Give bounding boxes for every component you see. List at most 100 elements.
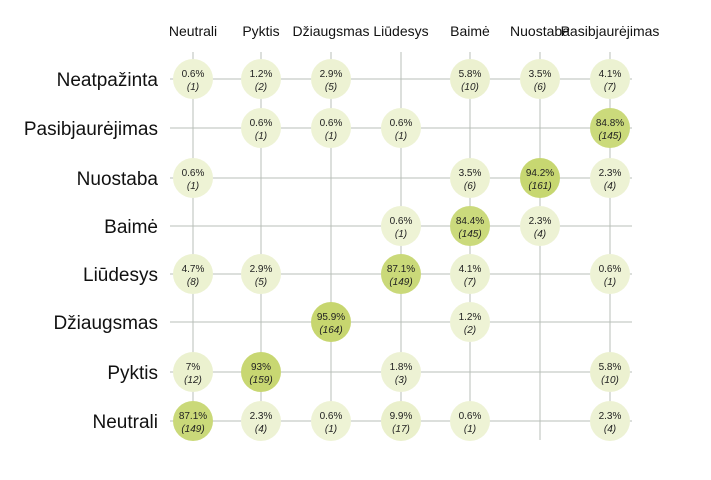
cell-circle <box>381 108 421 148</box>
cell-percent-label: 94.2% <box>526 168 554 179</box>
matrix-cell: 0.6% (1) <box>241 108 281 148</box>
cell-circle <box>590 59 630 99</box>
matrix-cell: 0.6% (1) <box>381 108 421 148</box>
cell-count-label: (3) <box>395 375 407 386</box>
cell-percent-label: 1.2% <box>250 69 273 80</box>
cell-percent-label: 7% <box>186 362 201 373</box>
cell-percent-label: 87.1% <box>387 264 415 275</box>
cell-circle <box>590 108 630 148</box>
row-label: Pyktis <box>107 363 158 384</box>
cell-circle <box>450 254 490 294</box>
matrix-cell: 4.7% (8) <box>173 254 213 294</box>
cell-count-label: (12) <box>184 375 202 386</box>
cell-count-label: (1) <box>395 131 407 142</box>
matrix-cell: 9.9% (17) <box>381 401 421 441</box>
cell-circle <box>450 59 490 99</box>
cell-circle <box>173 352 213 392</box>
cell-circle <box>520 59 560 99</box>
cell-circle <box>520 158 560 198</box>
cell-percent-label: 3.5% <box>459 168 482 179</box>
cell-circle <box>173 401 213 441</box>
cell-circle <box>241 401 281 441</box>
cell-count-label: (2) <box>255 82 267 93</box>
matrix-cell: 0.6% (1) <box>311 401 351 441</box>
cell-count-label: (1) <box>325 131 337 142</box>
matrix-cell: 84.4% (145) <box>450 206 490 246</box>
column-label: Liūdesys <box>373 23 428 39</box>
matrix-cell: 2.9% (5) <box>311 59 351 99</box>
matrix-cell: 94.2% (161) <box>520 158 560 198</box>
matrix-cell: 2.3% (4) <box>590 401 630 441</box>
cell-circle <box>590 401 630 441</box>
matrix-cell: 5.8% (10) <box>450 59 490 99</box>
matrix-cell: 3.5% (6) <box>520 59 560 99</box>
cell-circle <box>450 302 490 342</box>
matrix-cell: 0.6% (1) <box>381 206 421 246</box>
row-label: Neatpažinta <box>57 70 159 91</box>
cell-percent-label: 4.7% <box>182 264 205 275</box>
cell-count-label: (1) <box>187 181 199 192</box>
cell-circle <box>450 206 490 246</box>
matrix-cells: 0.6% (1) 1.2% (2) 2.9% (5) 5.8% (10) 3.5% (6) 4.1%… <box>173 59 630 441</box>
cell-circle <box>311 59 351 99</box>
cell-circle <box>173 254 213 294</box>
cell-percent-label: 2.3% <box>250 411 273 422</box>
cell-circle <box>241 352 281 392</box>
cell-count-label: (1) <box>187 82 199 93</box>
cell-circle <box>381 352 421 392</box>
cell-count-label: (5) <box>255 277 267 288</box>
cell-circle <box>173 59 213 99</box>
column-label: Baimė <box>450 23 490 39</box>
matrix-cell: 2.9% (5) <box>241 254 281 294</box>
cell-percent-label: 2.3% <box>529 216 552 227</box>
matrix-cell: 2.3% (4) <box>520 206 560 246</box>
cell-percent-label: 0.6% <box>320 411 343 422</box>
cell-percent-label: 2.9% <box>250 264 273 275</box>
matrix-cell: 93% (159) <box>241 352 281 392</box>
matrix-cell: 95.9% (164) <box>311 302 351 342</box>
cell-percent-label: 84.4% <box>456 216 484 227</box>
matrix-cell: 5.8% (10) <box>590 352 630 392</box>
cell-count-label: (161) <box>528 181 551 192</box>
matrix-cell: 2.3% (4) <box>241 401 281 441</box>
matrix-cell: 4.1% (7) <box>450 254 490 294</box>
cell-percent-label: 0.6% <box>599 264 622 275</box>
cell-percent-label: 0.6% <box>182 168 205 179</box>
cell-count-label: (1) <box>464 424 476 435</box>
matrix-cell: 0.6% (1) <box>311 108 351 148</box>
matrix-cell: 1.2% (2) <box>450 302 490 342</box>
cell-count-label: (7) <box>464 277 476 288</box>
cell-count-label: (4) <box>604 181 616 192</box>
cell-count-label: (145) <box>458 229 481 240</box>
row-label: Liūdesys <box>83 265 158 286</box>
cell-percent-label: 2.3% <box>599 168 622 179</box>
cell-circle <box>520 206 560 246</box>
cell-percent-label: 93% <box>251 362 271 373</box>
cell-percent-label: 4.1% <box>599 69 622 80</box>
cell-count-label: (164) <box>319 325 342 336</box>
row-label: Baimė <box>104 217 158 238</box>
column-label: Pasibjaurėjimas <box>561 23 660 39</box>
cell-percent-label: 9.9% <box>390 411 413 422</box>
cell-circle <box>381 401 421 441</box>
matrix-cell: 0.6% (1) <box>173 59 213 99</box>
cell-count-label: (8) <box>187 277 199 288</box>
row-label: Pasibjaurėjimas <box>24 119 158 140</box>
cell-percent-label: 1.8% <box>390 362 413 373</box>
cell-circle <box>311 108 351 148</box>
cell-count-label: (149) <box>181 424 204 435</box>
cell-circle <box>173 158 213 198</box>
cell-percent-label: 4.1% <box>459 264 482 275</box>
cell-circle <box>590 158 630 198</box>
matrix-cell: 7% (12) <box>173 352 213 392</box>
matrix-cell: 4.1% (7) <box>590 59 630 99</box>
cell-circle <box>590 352 630 392</box>
cell-count-label: (5) <box>325 82 337 93</box>
row-label: Neutrali <box>93 412 158 433</box>
cell-count-label: (159) <box>249 375 272 386</box>
cell-count-label: (4) <box>534 229 546 240</box>
cell-circle <box>311 401 351 441</box>
cell-count-label: (4) <box>255 424 267 435</box>
row-labels: Neatpažinta Pasibjaurėjimas Nuostaba Baimė L… <box>24 70 159 433</box>
